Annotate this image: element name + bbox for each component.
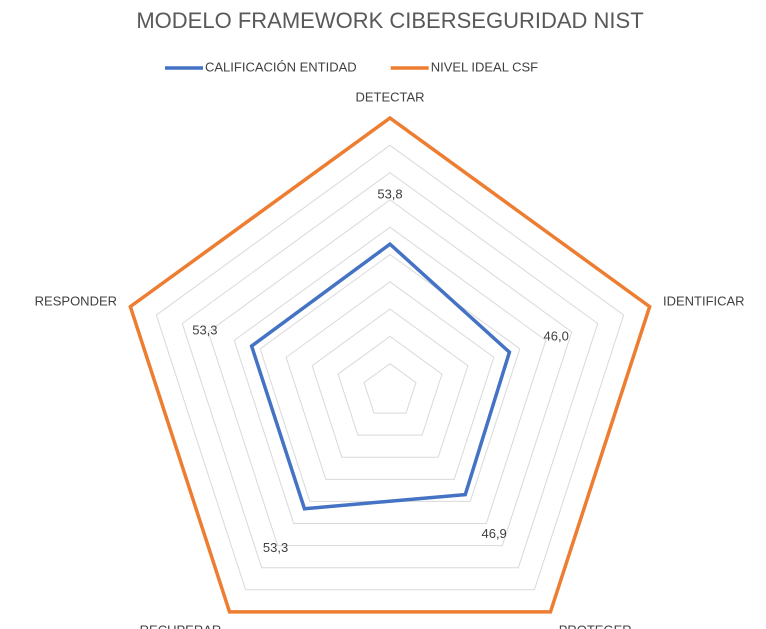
data-label: 53,8: [377, 186, 402, 201]
legend-label: CALIFICACIÓN ENTIDAD: [205, 59, 357, 74]
grid-ring: [363, 363, 417, 414]
grid-ring: [207, 199, 573, 547]
data-label: 53,3: [192, 322, 217, 337]
grid-ring: [337, 335, 443, 436]
grid-ring: [285, 281, 495, 480]
series-line: [249, 241, 512, 511]
category-label: RECUPERAR: [140, 623, 222, 629]
legend-label: NIVEL IDEAL CSF: [431, 59, 538, 74]
grid-ring: [155, 144, 625, 591]
series-line: [128, 115, 652, 614]
category-label: PROTEGER: [559, 623, 632, 629]
category-label: RESPONDER: [35, 294, 117, 309]
category-label: DETECTAR: [355, 89, 424, 104]
data-label: 46,9: [481, 526, 506, 541]
data-label: 46,0: [544, 328, 569, 343]
grid-ring: [233, 226, 547, 525]
category-label: IDENTIFICAR: [663, 294, 745, 309]
data-label: 53,3: [263, 540, 288, 555]
chart-title: MODELO FRAMEWORK CIBERSEGURIDAD NIST: [136, 8, 643, 33]
grid-ring: [259, 253, 521, 502]
grid-ring: [311, 308, 469, 458]
grid-ring: [181, 171, 599, 569]
